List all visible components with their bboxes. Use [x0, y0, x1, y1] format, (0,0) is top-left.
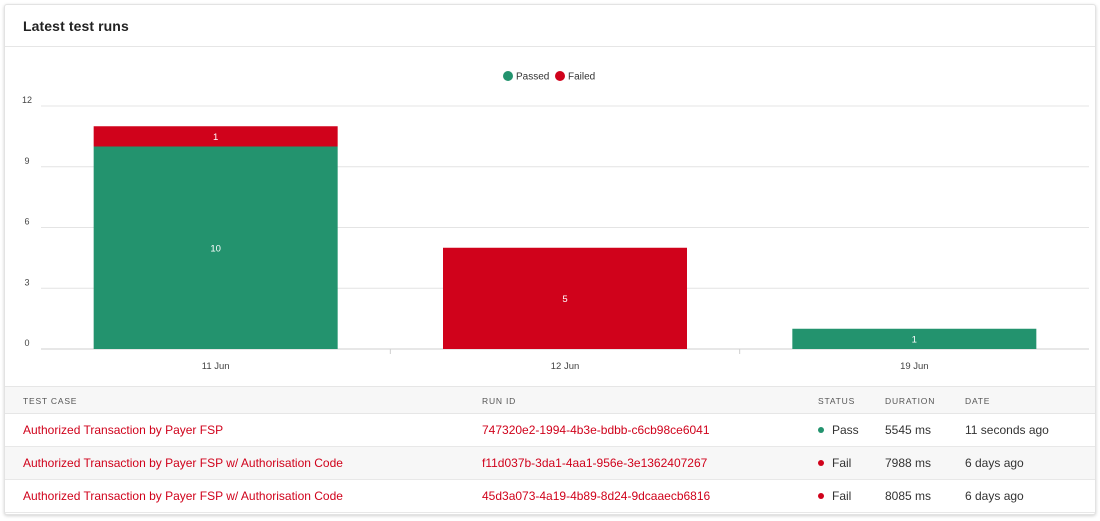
- bar-data-label: 1: [213, 132, 218, 143]
- duration-cell: 7988 ms: [885, 456, 932, 470]
- test-runs-chart: 0 3 6 9 12 11 Jun 12 Jun 19 Jun 10 1 5 1 Passed Faile…: [5, 48, 1095, 386]
- test-runs-chart-svg: 0 3 6 9 12 11 Jun 12 Jun 19 Jun 10 1 5 1 Passed Faile…: [22, 71, 1089, 372]
- y-tick-label: 6: [24, 217, 29, 227]
- bar-failed: [93, 126, 338, 147]
- date-cell: 6 days ago: [965, 489, 1024, 503]
- test-runs-table: TEST CASE RUN ID STATUS DURATION DATE Au…: [5, 386, 1095, 513]
- duration-cell: 8085 ms: [885, 489, 932, 503]
- x-tick-label: 12 Jun: [551, 361, 580, 372]
- run-id-link[interactable]: f11d037b-3da1-4aa1-956e-3e1362407267: [482, 456, 708, 470]
- bar-passed: [93, 146, 338, 349]
- run-id-link[interactable]: 747320e2-1994-4b3e-bdbb-c6cb98ce6041: [482, 423, 710, 437]
- status-text: Pass: [832, 423, 859, 437]
- duration-cell: 5545 ms: [885, 423, 932, 437]
- table-row: Authorized Transaction by Payer FSP w/ A…: [5, 447, 1095, 480]
- date-cell: 6 days ago: [965, 456, 1024, 470]
- card-header: Latest test runs: [5, 5, 1095, 47]
- legend-label: Failed: [568, 72, 595, 83]
- bar-data-label: 5: [562, 294, 567, 305]
- table-header: TEST CASE RUN ID STATUS DURATION DATE: [5, 386, 1095, 414]
- card-title: Latest test runs: [23, 17, 129, 34]
- y-tick-label: 12: [22, 95, 32, 105]
- test-case-link[interactable]: Authorized Transaction by Payer FSP w/ A…: [23, 489, 343, 503]
- y-tick-label: 3: [24, 277, 29, 287]
- y-tick-label: 9: [24, 156, 29, 166]
- test-case-link[interactable]: Authorized Transaction by Payer FSP w/ A…: [23, 456, 343, 470]
- header-status: STATUS: [818, 396, 856, 406]
- date-cell: 11 seconds ago: [965, 423, 1049, 437]
- fail-status-icon: [818, 492, 824, 499]
- test-case-link[interactable]: Authorized Transaction by Payer FSP: [23, 423, 224, 437]
- legend-label: Passed: [516, 72, 549, 83]
- status-cell: Fail: [818, 447, 851, 480]
- header-date: DATE: [965, 396, 991, 406]
- y-tick-label: 0: [24, 338, 29, 348]
- failed-legend-icon: [555, 71, 565, 81]
- bar-passed: [792, 328, 1037, 349]
- run-id-link[interactable]: 45d3a073-4a19-4b89-8d24-9dcaaecb6816: [482, 489, 711, 503]
- bar-data-label: 1: [912, 334, 917, 345]
- header-test-case: TEST CASE: [23, 396, 78, 406]
- header-run-id: RUN ID: [482, 396, 517, 406]
- status-cell: Pass: [818, 414, 859, 447]
- passed-legend-icon: [503, 71, 513, 81]
- table-row: Authorized Transaction by Payer FSP 7473…: [5, 414, 1095, 447]
- fail-status-icon: [818, 459, 824, 466]
- header-duration: DURATION: [885, 396, 936, 406]
- x-tick-label: 19 Jun: [900, 361, 929, 372]
- status-text: Fail: [832, 489, 852, 503]
- bar-failed: [443, 247, 687, 349]
- x-tick-label: 11 Jun: [202, 361, 230, 372]
- latest-test-runs-card: Latest test runs 0 3 6 9 12 11 Jun 12 Jun 19 Ju…: [4, 4, 1096, 515]
- pass-status-icon: [818, 426, 824, 433]
- table-row: Authorized Transaction by Payer FSP w/ A…: [5, 480, 1095, 513]
- status-text: Fail: [832, 456, 852, 470]
- status-cell: Fail: [818, 480, 851, 513]
- bar-data-label: 10: [210, 243, 221, 254]
